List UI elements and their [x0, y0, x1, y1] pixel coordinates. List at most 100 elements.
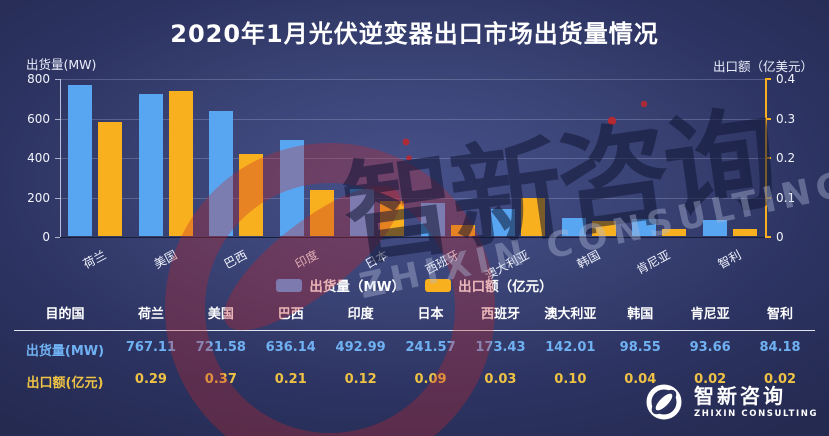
right-axis-title: 出口额（亿美元） [712, 59, 813, 74]
table-cell: 84.18 [759, 340, 801, 355]
table-col-header: 巴西 [277, 307, 304, 322]
table-cell: 767.11 [125, 340, 177, 355]
table-cell: 173.43 [475, 340, 526, 355]
left-axis-line [60, 79, 61, 237]
table-col-header: 西班牙 [480, 307, 520, 322]
right-tick-label: 0.2 [776, 151, 796, 165]
shipment-bar [420, 202, 445, 236]
legend-item: 出口额（亿元） [425, 275, 553, 295]
export-bar [309, 189, 334, 236]
table-row-label: 出口额(亿元) [26, 376, 104, 391]
export-bar [732, 229, 757, 236]
legend-swatch [425, 278, 452, 292]
table-col-header: 韩国 [627, 307, 654, 322]
table-cell: 0.02 [694, 372, 727, 387]
right-tick-mark [765, 117, 771, 120]
table-col-header: 印度 [347, 307, 374, 322]
logo-cn: 智新咨询 [694, 384, 786, 408]
left-tick-label: 800 [27, 72, 50, 86]
table-corner-label: 目的国 [45, 307, 85, 322]
table-cell: 142.01 [545, 340, 596, 355]
table-cell: 0.37 [204, 372, 237, 387]
table-cell: 0.29 [134, 372, 167, 387]
gridline [60, 118, 765, 120]
shipment-bar [279, 139, 304, 236]
table-cell: 98.55 [619, 340, 661, 355]
table-cell: 0.09 [414, 372, 447, 387]
export-bar [239, 154, 264, 236]
left-tick-mark [55, 79, 60, 80]
table-col-header: 智利 [767, 307, 794, 322]
shipment-bar [632, 218, 657, 236]
gridline [60, 79, 765, 80]
logo-en: ZHIXIN CONSULTING [694, 409, 819, 419]
left-tick-label: 200 [27, 190, 50, 205]
export-bar [521, 197, 546, 236]
shipment-bar [350, 189, 375, 236]
legend-item: 出货量（MW） [276, 275, 405, 295]
table-col-header: 肯尼亚 [690, 307, 730, 322]
table-cell: 93.66 [689, 340, 731, 355]
table-header-row: 目的国 荷兰 美国 巴西 印度 日本 西班牙 澳大利亚 韩国 肯尼亚 智利 [14, 301, 815, 331]
table-cell: 636.14 [265, 340, 316, 355]
table-cell: 721.58 [195, 340, 246, 355]
left-tick-label: 0 [42, 230, 50, 244]
legend-label: 出口额（亿元） [458, 279, 553, 295]
table-cell: 0.21 [274, 372, 307, 387]
bar-chart-plot: 0 200 400 600 800 0 0.1 0.2 0.3 0.4 荷兰 美国 巴西 印度 日本 西班牙澳… [27, 72, 795, 283]
right-tick-label: 0.3 [776, 111, 796, 126]
left-tick-mark [55, 237, 60, 238]
right-tick-mark [765, 78, 771, 80]
shipment-bar [491, 208, 516, 236]
export-bar [450, 225, 475, 236]
table-col-header: 荷兰 [137, 307, 164, 322]
logo-swoosh-icon [646, 384, 682, 420]
export-bar [591, 221, 616, 236]
chart-title: 2020年1月光伏逆变器出口市场出货量情况 [170, 20, 659, 48]
export-bar [168, 90, 193, 236]
gridline [60, 158, 765, 159]
export-bar [98, 122, 123, 236]
right-tick-label: 0 [776, 230, 784, 244]
right-tick-label: 0.4 [776, 72, 796, 86]
table-row-shipments: 出货量(MW) 767.11 721.58 636.14 492.99 241.57 173… [14, 340, 815, 359]
legend-swatch [276, 278, 303, 292]
right-axis-line [765, 79, 767, 237]
right-tick-mark [765, 236, 771, 238]
logo-text-block: 智新咨询 ZHIXIN CONSULTING [694, 385, 818, 419]
table-row-label: 出货量(MW) [25, 344, 105, 359]
shipment-bar [702, 220, 727, 236]
shipment-bar [138, 94, 163, 236]
left-tick-label: 600 [27, 111, 50, 126]
shipment-bar [68, 85, 93, 236]
shipment-bar [561, 217, 586, 236]
export-bar [380, 201, 405, 236]
table-cell: 0.02 [764, 372, 797, 387]
left-tick-mark [55, 118, 60, 120]
left-axis-title: 出货量(MW) [26, 57, 97, 72]
shipment-bar [209, 111, 234, 236]
right-tick-label: 0.1 [776, 190, 796, 205]
right-tick-mark [765, 196, 771, 199]
right-tick-mark [765, 157, 771, 159]
table-cell: 0.10 [554, 372, 587, 387]
table-cell: 0.04 [624, 372, 657, 387]
table-cell: 0.03 [484, 372, 517, 387]
x-axis-line [60, 237, 765, 238]
left-tick-mark [55, 158, 60, 159]
chart-legend: 出货量（MW） 出口额（亿元） [0, 275, 829, 295]
brand-logo: 智新咨询 ZHIXIN CONSULTING [644, 382, 818, 422]
left-tick-mark [55, 197, 60, 199]
legend-label: 出货量（MW） [309, 279, 406, 295]
table-col-header: 日本 [417, 307, 444, 322]
table-col-header: 澳大利亚 [544, 307, 597, 322]
left-tick-label: 400 [27, 151, 50, 165]
table-row-exports: 出口额(亿元) 0.29 0.37 0.21 0.12 0.09 0.03 0.10 0.04 0… [14, 372, 815, 391]
table-cell: 241.57 [405, 340, 456, 355]
table-col-header: 美国 [207, 307, 234, 322]
table-cell: 0.12 [344, 372, 377, 387]
gridline [60, 197, 765, 199]
table-cell: 492.99 [335, 340, 386, 355]
export-bar [662, 229, 687, 236]
